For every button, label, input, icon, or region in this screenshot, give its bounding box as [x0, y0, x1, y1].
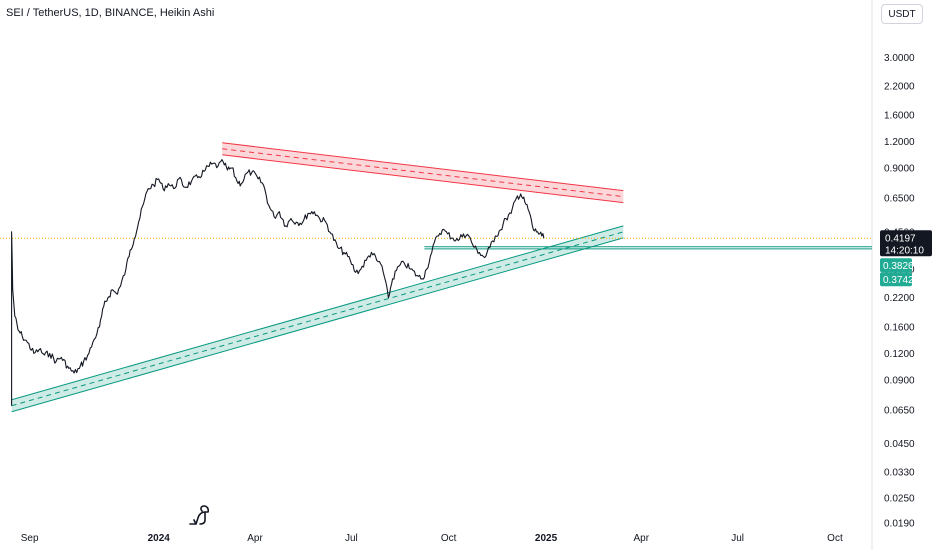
- currency-button[interactable]: USDT: [881, 4, 923, 24]
- y-tick-label-5: 0.6500: [884, 194, 915, 205]
- x-tick-label-5: 2025: [535, 533, 558, 544]
- price-series-line: [11, 159, 545, 406]
- current-price-label: 0.4197: [885, 233, 916, 244]
- y-tick-label-9: 0.1600: [884, 322, 915, 333]
- countdown-label: 14:20:10: [885, 245, 924, 256]
- resistance-channel-upper-line: [222, 142, 624, 192]
- x-tick-label-8: Oct: [827, 533, 843, 544]
- current-price-tag: [880, 230, 932, 257]
- y-tick-label-15: 0.0250: [884, 493, 915, 504]
- y-tick-label-11: 0.0900: [884, 375, 915, 386]
- x-tick-label-4: Oct: [441, 533, 457, 544]
- price-tag-label-1: 0.3742: [883, 275, 914, 286]
- y-tick-label-14: 0.0330: [884, 468, 915, 479]
- y-tick-label-1: 2.2000: [884, 81, 915, 92]
- y-tick-label-2: 1.6000: [884, 111, 915, 122]
- y-tick-label-3: 1.2000: [884, 137, 915, 148]
- y-tick-label-0: 3.0000: [884, 53, 915, 64]
- chart-title: SEI / TetherUS, 1D, BINANCE, Heikin Ashi: [6, 7, 215, 19]
- resistance-channel-lower-line: [222, 154, 624, 204]
- y-tick-label-4: 0.9000: [884, 164, 915, 175]
- y-tick-label-13: 0.0450: [884, 439, 915, 450]
- price-tag-label-0: 0.3826: [883, 261, 914, 272]
- y-tick-label-16: 0.0190: [884, 519, 915, 530]
- x-tick-label-0: Sep: [21, 533, 39, 544]
- support-channel-mid-line: [11, 231, 624, 407]
- x-tick-label-2: Apr: [247, 533, 263, 544]
- x-tick-label-3: Jul: [345, 533, 358, 544]
- x-tick-label-1: 2024: [148, 533, 171, 544]
- y-tick-label-12: 0.0650: [884, 405, 915, 416]
- y-tick-label-8: 0.2200: [884, 293, 915, 304]
- price-tag-0: [880, 258, 912, 273]
- y-tick-label-10: 0.1200: [884, 349, 915, 360]
- x-tick-label-7: Jul: [731, 533, 744, 544]
- resistance-channel-mid-line: [222, 148, 624, 198]
- x-tick-label-6: Apr: [634, 533, 650, 544]
- dinosaur-logo-icon: [189, 505, 210, 525]
- price-tag-1: [880, 272, 912, 287]
- support-channel-lower-line: [11, 237, 624, 413]
- support-channel-upper-line: [11, 225, 624, 401]
